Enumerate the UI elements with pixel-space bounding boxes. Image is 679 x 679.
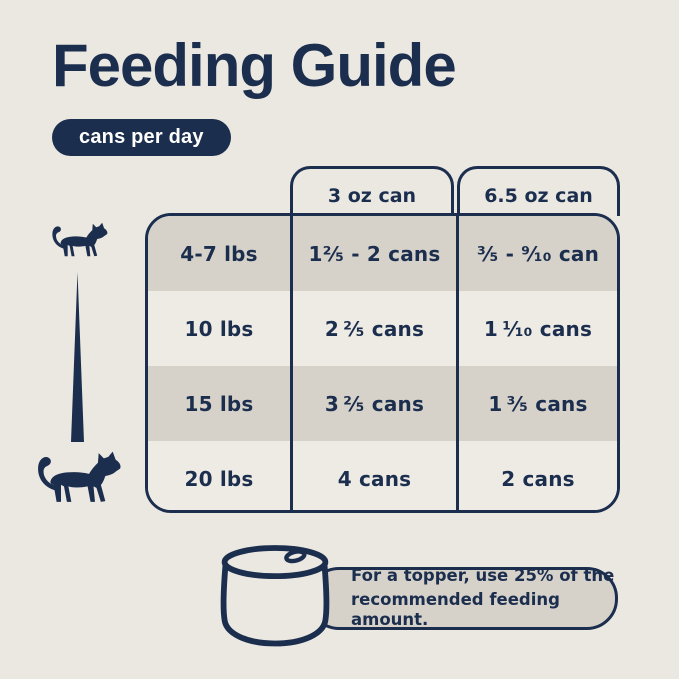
weight-cell: 15 lbs xyxy=(148,366,290,441)
weight-cell: 4-7 lbs xyxy=(148,216,290,291)
column-header-6-5oz: 6.5 oz can xyxy=(457,166,620,216)
topper-note-line2: recommended feeding amount. xyxy=(351,589,560,630)
amount-cell-3oz: 3 ²⁄₅ cans xyxy=(290,366,456,441)
food-can-icon xyxy=(220,545,330,647)
amount-cell-6-5oz: 1 ³⁄₅ cans xyxy=(456,366,617,441)
small-cat-icon xyxy=(52,222,108,257)
page-title: Feeding Guide xyxy=(52,32,457,99)
column-header-6-5oz-label: 6.5 oz can xyxy=(484,184,593,207)
table-row: 4-7 lbs 1²⁄₅ - 2 cans ³⁄₅ - ⁹⁄₁₀ can xyxy=(148,216,617,291)
weight-cell: 20 lbs xyxy=(148,441,290,510)
topper-note: For a topper, use 25% of the recommended… xyxy=(308,566,618,630)
column-header-3oz: 3 oz can xyxy=(290,166,454,216)
table-row: 15 lbs 3 ²⁄₅ cans 1 ³⁄₅ cans xyxy=(148,366,617,441)
column-header-3oz-label: 3 oz can xyxy=(327,184,417,207)
amount-cell-3oz: 4 cans xyxy=(290,441,456,510)
amount-cell-3oz: 2 ²⁄₅ cans xyxy=(290,291,456,366)
subtitle-badge: cans per day xyxy=(52,119,231,156)
table-row: 10 lbs 2 ²⁄₅ cans 1 ¹⁄₁₀ cans xyxy=(148,291,617,366)
table-row: 20 lbs 4 cans 2 cans xyxy=(148,441,617,510)
topper-note-line1: For a topper, use 25% of the xyxy=(351,566,615,586)
size-gradient-spike xyxy=(71,272,84,442)
feeding-table: 4-7 lbs 1²⁄₅ - 2 cans ³⁄₅ - ⁹⁄₁₀ can 10 … xyxy=(145,213,620,513)
amount-cell-6-5oz: 1 ¹⁄₁₀ cans xyxy=(456,291,617,366)
amount-cell-6-5oz: ³⁄₅ - ⁹⁄₁₀ can xyxy=(456,216,617,291)
weight-cell: 10 lbs xyxy=(148,291,290,366)
amount-cell-3oz: 1²⁄₅ - 2 cans xyxy=(290,216,456,291)
large-cat-icon xyxy=(38,451,121,502)
amount-cell-6-5oz: 2 cans xyxy=(456,441,617,510)
